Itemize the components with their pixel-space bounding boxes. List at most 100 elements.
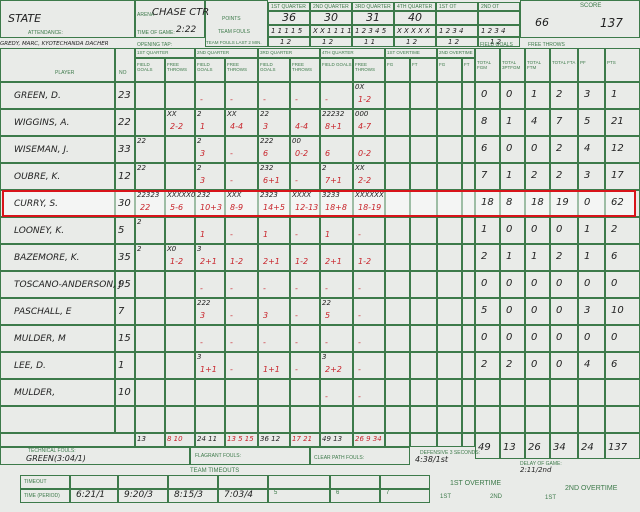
team-quarter-total: 8 10 [167,435,183,443]
ft-label: FT [412,62,418,67]
running-score: - [295,338,298,347]
total-cell [578,325,605,352]
stat-cell [195,244,225,271]
ot-cell [410,271,437,298]
running-score: - [230,230,233,239]
quarter-label-2: 3RD QUARTER [260,50,293,55]
running-score: 4-7 [358,122,372,131]
team-timeouts-label: TEAM TIMEOUTS [190,468,240,474]
stat-cell [225,217,258,244]
running-score: - [358,392,361,401]
running-score: - [295,230,298,239]
ot-cell [462,82,475,109]
fg-label: FIELD GOALS [197,62,213,72]
quarter-label-4: 1ST OVERTIME [387,50,420,55]
shot-marks: 2 [197,164,202,172]
stat-cell [225,406,258,433]
fg-label: FIELD GOALS [260,62,276,72]
running-score: - [295,176,298,185]
player-total-2: 0 [531,305,538,316]
ot-cell [462,217,475,244]
running-score: - [263,284,266,293]
player-name-cell [0,271,115,298]
total-label-0: TOTAL FGM [477,60,491,70]
fg-label: FIELD GOALS [137,62,153,72]
total-cell [525,82,550,109]
stat-cell [258,136,290,163]
stat-cell [290,109,320,136]
stat-cell [225,244,258,271]
total-cell [525,136,550,163]
total-label-1: TOTAL 3PTFGM [502,60,521,70]
total-cell [550,352,578,379]
period-points-0: 36 [282,11,296,24]
stat-cell [195,271,225,298]
team-fouls-cell [394,25,436,37]
ot1-first: 1ST [440,494,452,500]
total-cell [578,271,605,298]
player-name: WISEMAN, J. [14,145,69,155]
def3-value: 4:38/1st [415,455,449,464]
ot-cell [410,325,437,352]
stat-cell [165,298,195,325]
opening-tap-label: OPENING TAP: [137,42,173,48]
ft-label: FREE THROWS [355,62,375,72]
running-score: 3 [263,122,269,131]
last2-cell [352,37,394,47]
stat-cell [258,82,290,109]
ot-cell [385,244,410,271]
stat-cell [320,244,353,271]
total-cell [578,163,605,190]
stat-cell [290,217,320,244]
stat-cell [195,406,225,433]
player-name: BAZEMORE, K. [14,253,80,263]
team-quarter-total: 13 [137,435,146,443]
total-cell [500,109,525,136]
player-total-0: 18 [481,197,494,208]
period-last2-5: 1 2 [490,38,502,46]
player-number-cell [115,406,135,433]
stat-cell [165,406,195,433]
player-total-2: 2 [531,170,538,181]
quarter-header [258,48,320,58]
player-total-0: 2 [481,359,488,370]
ot-total-cell [437,433,462,447]
player-number: 33 [118,144,131,155]
clear-path-box [310,447,410,465]
total-label-5: PTS [607,60,616,65]
stat-cell [320,352,353,379]
running-score: 1-2 [358,95,372,104]
last2-cell [268,37,310,47]
timeout-time-1: 9:20/3 [124,490,153,500]
player-total-1: 1 [506,116,513,127]
ot-cell [410,82,437,109]
total-cell [475,217,500,244]
team-fouls-cell [478,25,520,37]
ft-label: FREE THROWS [167,62,187,72]
ot-cell [437,298,462,325]
stat-cell [258,352,290,379]
delay-value: 2:11/2nd [520,466,552,474]
total-cell [500,325,525,352]
ot-cell [462,379,475,406]
running-score: 4-4 [230,122,244,131]
total-header [578,48,605,82]
team-total-cell [165,433,195,447]
stat-cell [258,271,290,298]
player-total-5: 17 [611,170,624,181]
team-fouls-cell [268,25,310,37]
total-cell [475,136,500,163]
ft-header [353,58,385,82]
ot-cell [410,163,437,190]
player-number: 30 [118,198,131,209]
stat-cell [225,352,258,379]
ot-cell [462,271,475,298]
shot-marks: 3 [197,353,202,361]
period-points-2: 31 [366,11,380,24]
player-name-cell [0,406,115,433]
period-last2-0: 1 2 [280,38,292,46]
time-period-cell [218,489,268,503]
stat-cell [258,244,290,271]
points-cell [310,11,352,25]
stat-cell [165,109,195,136]
